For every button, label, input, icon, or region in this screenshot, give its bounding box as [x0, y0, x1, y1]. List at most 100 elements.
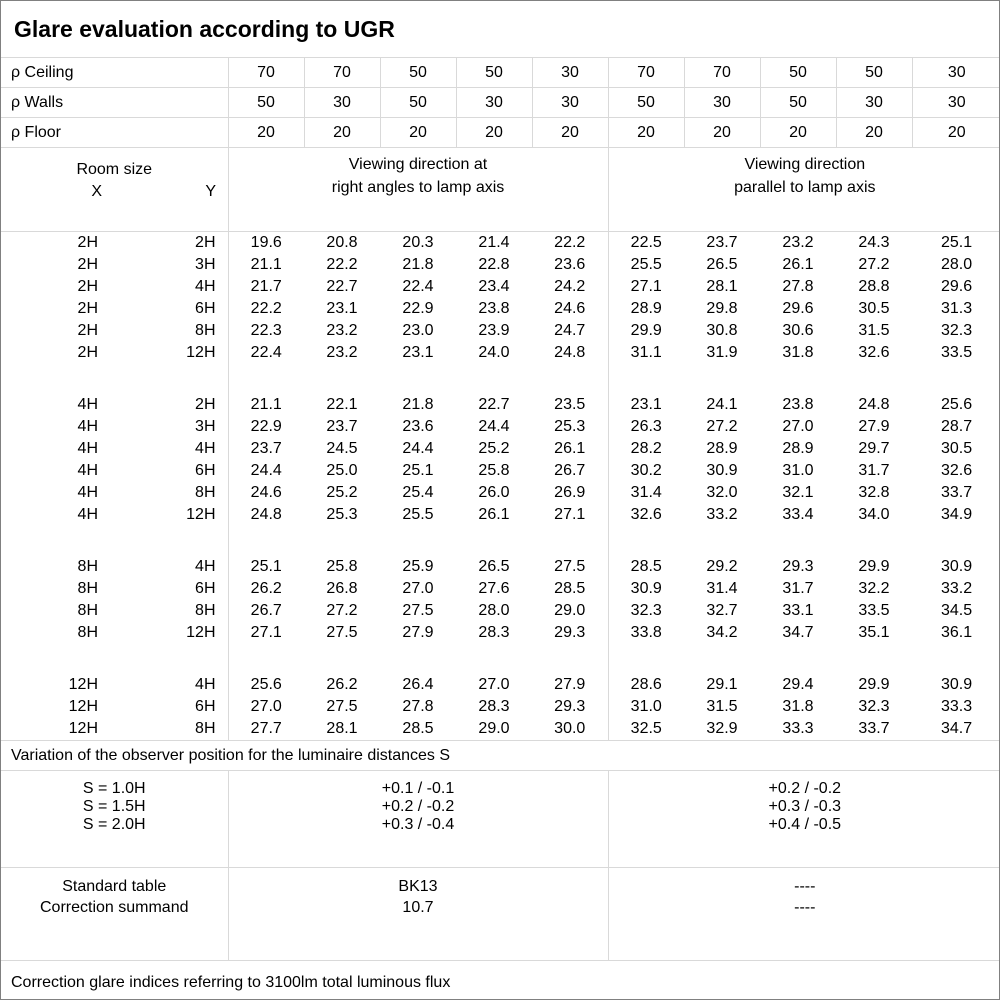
ugr-value-parallel: 29.4	[782, 676, 814, 693]
ugr-value-parallel: 28.9	[706, 440, 738, 457]
ugr-value-parallel: 31.8	[782, 344, 814, 361]
s-labels-cell: S = 1.0H S = 1.5H S = 2.0H	[1, 770, 228, 868]
reflectance-value: 30	[531, 57, 609, 88]
ugr-value-parallel: 32.8	[858, 484, 890, 501]
ugr-value-parallel: 29.9	[858, 558, 890, 575]
ugr-value-parallel: 29.9	[858, 676, 890, 693]
s-variation-value: +0.2 / -0.2	[768, 780, 842, 797]
ugr-value-parallel: 28.9	[607, 298, 684, 320]
room-y-value: 6H	[195, 300, 216, 317]
ugr-value-right-angles: 27.5	[554, 558, 586, 575]
ugr-value-parallel: 25.5	[607, 254, 684, 276]
ugr-value-right-angles: 22.9	[227, 416, 304, 438]
s-variation-right-angles-cell: +0.1 / -0.1 +0.2 / -0.2 +0.3 / -0.4	[227, 770, 608, 868]
s-label: S = 1.0H	[82, 780, 146, 797]
ugr-value-parallel: 33.7	[940, 484, 973, 501]
room-y-value: 3H	[195, 256, 216, 273]
reflectance-value: 20	[227, 117, 305, 148]
room-x-value: 2H	[77, 278, 98, 295]
ugr-value-parallel: 32.6	[940, 462, 973, 479]
ugr-value-right-angles: 23.8	[478, 300, 510, 317]
variation-note-row: Variation of the observer position for t…	[1, 740, 999, 771]
ugr-value-right-angles: 23.7	[227, 438, 304, 460]
ugr-value-parallel: 31.0	[607, 696, 684, 718]
ugr-value-parallel: 34.5	[940, 602, 973, 619]
ugr-data-row: 2H 8H 22.3 23.2 23.0 23.9 24.7 29.9 30.8 30.6 31.5…	[1, 320, 999, 342]
room-y-value: 2H	[195, 234, 216, 251]
ugr-value-right-angles: 26.5	[478, 558, 510, 575]
ugr-value-parallel: 27.0	[782, 418, 814, 435]
ugr-value-parallel: 31.7	[782, 580, 814, 597]
ugr-value-parallel: 33.2	[706, 506, 738, 523]
room-size-title: Room size	[76, 161, 153, 178]
ugr-value-parallel: 29.8	[706, 300, 738, 317]
reflectance-label: ρ Ceiling	[1, 57, 229, 88]
ugr-value-parallel: 27.1	[607, 276, 684, 298]
room-x-value: 12H	[68, 676, 98, 693]
room-x-value: 4H	[77, 418, 98, 435]
ugr-value-parallel: 30.9	[706, 462, 738, 479]
group-header-line: right angles to lamp axis	[331, 179, 505, 196]
ugr-value-parallel: 32.6	[858, 344, 890, 361]
room-y-value: 4H	[195, 558, 216, 575]
ugr-value-right-angles: 21.8	[402, 396, 434, 413]
reflectance-value: 50	[379, 87, 457, 118]
ugr-value-parallel: 22.5	[607, 231, 684, 254]
ugr-value-parallel: 27.8	[782, 278, 814, 295]
ugr-data-row: 8H 6H 26.2 26.8 27.0 27.6 28.5 30.9 31.4 31.7 32.2…	[1, 578, 999, 600]
ugr-value-right-angles: 24.2	[554, 278, 586, 295]
ugr-value-right-angles: 21.7	[227, 276, 304, 298]
ugr-data-row: 2H 6H 22.2 23.1 22.9 23.8 24.6 28.9 29.8 29.6 30.5…	[1, 298, 999, 320]
ugr-value-parallel: 32.3	[607, 600, 684, 622]
room-y-value: 6H	[195, 580, 216, 597]
reflectance-value: 20	[531, 117, 609, 148]
ugr-value-right-angles: 22.2	[227, 298, 304, 320]
summary-value: ----	[794, 878, 816, 895]
reflectance-label: ρ Floor	[1, 117, 229, 148]
summary-label: Standard table	[62, 878, 167, 895]
ugr-value-parallel: 29.6	[782, 300, 814, 317]
room-x-label: X	[91, 183, 102, 200]
ugr-value-parallel: 32.3	[940, 322, 973, 339]
ugr-value-right-angles: 27.6	[478, 580, 510, 597]
ugr-value-right-angles: 25.8	[478, 462, 510, 479]
ugr-value-parallel: 28.2	[607, 438, 684, 460]
room-y-value: 2H	[195, 396, 216, 413]
reflectance-value: 50	[835, 57, 913, 88]
ugr-value-right-angles: 26.7	[227, 600, 304, 622]
ugr-data-row: 2H 12H 22.4 23.2 23.1 24.0 24.8 31.1 31.9 31.8 32.…	[1, 342, 999, 364]
ugr-value-parallel: 27.2	[858, 256, 890, 273]
ugr-value-parallel: 27.9	[858, 418, 890, 435]
room-x-value: 4H	[77, 440, 98, 457]
spacer-cell	[607, 526, 999, 556]
ugr-value-parallel: 23.1	[607, 394, 684, 416]
ugr-value-right-angles: 23.4	[478, 278, 510, 295]
room-x-value: 4H	[77, 506, 98, 523]
reflectance-value: 70	[227, 57, 305, 88]
ugr-value-right-angles: 24.0	[478, 344, 510, 361]
reflectance-value: 20	[911, 117, 999, 148]
room-x-value: 2H	[77, 344, 98, 361]
ugr-value-parallel: 31.8	[782, 698, 814, 715]
ugr-value-right-angles: 28.3	[478, 698, 510, 715]
group-header-parallel: Viewing direction parallel to lamp axis	[607, 147, 999, 232]
ugr-value-parallel: 32.7	[706, 602, 738, 619]
footer-note: Correction glare indices referring to 31…	[11, 974, 451, 991]
spacer-cell	[227, 364, 608, 394]
footer-note-row: Correction glare indices referring to 31…	[1, 961, 999, 1000]
ugr-data-row: 4H 12H 24.8 25.3 25.5 26.1 27.1 32.6 33.2 33.4 34.…	[1, 504, 999, 526]
ugr-value-parallel: 34.2	[706, 624, 738, 641]
ugr-value-parallel: 31.7	[858, 462, 890, 479]
ugr-value-parallel: 32.0	[706, 484, 738, 501]
room-x-value: 8H	[77, 580, 98, 597]
ugr-value-right-angles: 21.4	[478, 234, 510, 251]
summary-row: Standard table Correction summand BK13 1…	[1, 867, 999, 961]
ugr-value-parallel: 32.2	[858, 580, 890, 597]
ugr-data-row: 8H 8H 26.7 27.2 27.5 28.0 29.0 32.3 32.7 33.1 33.5…	[1, 600, 999, 622]
spacer-cell	[227, 644, 608, 674]
ugr-value-right-angles: 26.7	[554, 462, 586, 479]
reflectance-value: 20	[607, 117, 685, 148]
ugr-value-parallel: 31.4	[706, 580, 738, 597]
ugr-value-right-angles: 23.9	[478, 322, 510, 339]
